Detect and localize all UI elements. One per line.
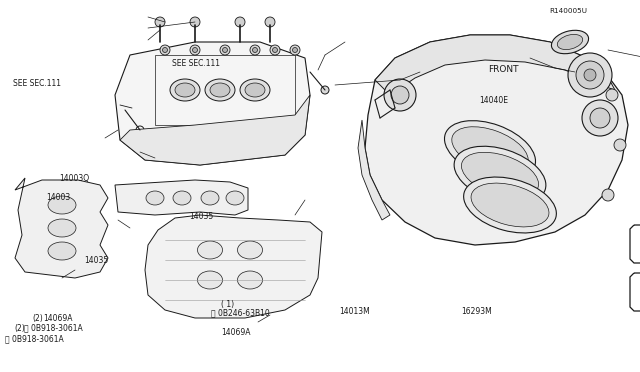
Circle shape [190,45,200,55]
Ellipse shape [198,241,223,259]
Text: 14069A: 14069A [44,314,73,323]
Ellipse shape [245,83,265,97]
Text: 14035: 14035 [189,212,213,221]
Text: ⓓ 0B918-3061A: ⓓ 0B918-3061A [5,334,64,343]
Ellipse shape [173,191,191,205]
Circle shape [606,89,618,101]
Circle shape [235,17,245,27]
Text: 14040E: 14040E [479,96,508,105]
Circle shape [582,100,618,136]
Ellipse shape [452,127,528,173]
Ellipse shape [471,183,549,227]
Circle shape [265,17,275,27]
Ellipse shape [210,83,230,97]
Text: SEE SEC.111: SEE SEC.111 [13,79,61,88]
Circle shape [250,45,260,55]
Polygon shape [115,42,310,165]
Ellipse shape [240,79,270,101]
Polygon shape [375,35,615,95]
Text: (2): (2) [14,324,25,333]
Circle shape [590,108,610,128]
Circle shape [292,48,298,52]
Ellipse shape [463,177,556,233]
Text: ( 1): ( 1) [221,300,234,309]
Polygon shape [115,180,248,215]
Circle shape [220,45,230,55]
Text: 14013M: 14013M [339,307,370,316]
Circle shape [568,53,612,97]
Text: FRONT: FRONT [488,65,518,74]
Text: 14035: 14035 [84,256,109,265]
Text: Ⓢ 0B246-63B10: Ⓢ 0B246-63B10 [211,308,270,317]
Text: (2): (2) [32,314,43,323]
Ellipse shape [552,30,589,54]
Ellipse shape [48,219,76,237]
Circle shape [391,86,409,104]
Ellipse shape [48,196,76,214]
Ellipse shape [461,152,538,198]
Ellipse shape [226,191,244,205]
Text: 14003Q: 14003Q [59,174,89,183]
Ellipse shape [237,241,262,259]
Text: R140005U: R140005U [549,8,587,14]
Polygon shape [365,35,628,245]
Circle shape [223,48,227,52]
Circle shape [155,17,165,27]
Ellipse shape [198,271,223,289]
Circle shape [584,69,596,81]
Ellipse shape [454,146,546,204]
Ellipse shape [175,83,195,97]
Circle shape [602,189,614,201]
Circle shape [321,86,329,94]
Circle shape [193,48,198,52]
Circle shape [190,17,200,27]
Polygon shape [15,178,108,278]
Ellipse shape [48,242,76,260]
Text: 14003: 14003 [46,193,70,202]
Ellipse shape [170,79,200,101]
Text: 14069A: 14069A [221,328,250,337]
Ellipse shape [205,79,235,101]
Polygon shape [145,215,322,318]
Circle shape [160,45,170,55]
Text: SEE SEC.111: SEE SEC.111 [172,60,220,68]
Circle shape [290,45,300,55]
Polygon shape [358,120,390,220]
Text: 16293M: 16293M [461,307,492,316]
Text: Ⓑ 0B918-3061A: Ⓑ 0B918-3061A [24,324,83,333]
Ellipse shape [146,191,164,205]
Ellipse shape [445,121,536,179]
Circle shape [576,61,604,89]
Circle shape [614,139,626,151]
Polygon shape [120,95,310,165]
Ellipse shape [557,35,582,49]
Circle shape [270,45,280,55]
Circle shape [163,48,168,52]
Circle shape [253,48,257,52]
Ellipse shape [201,191,219,205]
Ellipse shape [237,271,262,289]
Circle shape [384,79,416,111]
Circle shape [273,48,278,52]
